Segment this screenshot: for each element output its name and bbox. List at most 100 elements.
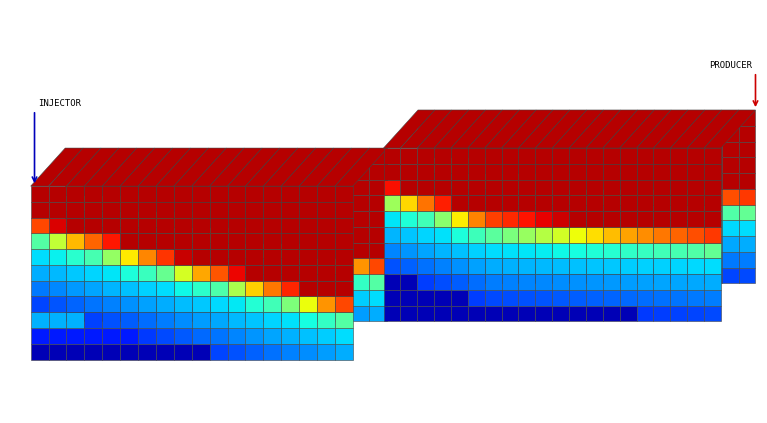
Polygon shape: [351, 227, 370, 243]
Polygon shape: [334, 195, 351, 211]
Polygon shape: [400, 195, 417, 211]
Polygon shape: [654, 268, 671, 283]
Polygon shape: [434, 306, 451, 321]
Polygon shape: [384, 180, 400, 195]
Polygon shape: [48, 202, 67, 218]
Polygon shape: [637, 243, 653, 258]
Polygon shape: [671, 142, 688, 157]
Polygon shape: [281, 218, 299, 233]
Polygon shape: [468, 243, 485, 258]
Polygon shape: [518, 110, 570, 148]
Polygon shape: [317, 312, 335, 328]
Polygon shape: [486, 157, 502, 173]
Polygon shape: [418, 236, 435, 252]
Polygon shape: [705, 268, 722, 283]
Polygon shape: [370, 274, 387, 290]
Polygon shape: [138, 202, 156, 218]
Polygon shape: [48, 249, 67, 265]
Polygon shape: [434, 211, 451, 227]
Polygon shape: [48, 281, 67, 297]
Polygon shape: [156, 312, 174, 328]
Polygon shape: [434, 290, 451, 306]
Polygon shape: [351, 306, 370, 321]
Polygon shape: [190, 195, 209, 211]
Polygon shape: [469, 189, 486, 205]
Polygon shape: [137, 306, 155, 321]
Polygon shape: [299, 344, 317, 360]
Polygon shape: [518, 211, 535, 227]
Polygon shape: [209, 274, 226, 290]
Polygon shape: [435, 189, 452, 205]
Polygon shape: [418, 205, 435, 220]
Polygon shape: [704, 258, 721, 274]
Polygon shape: [228, 265, 245, 281]
Polygon shape: [486, 205, 502, 220]
Polygon shape: [400, 180, 417, 195]
Polygon shape: [31, 312, 48, 328]
Polygon shape: [173, 274, 190, 290]
Polygon shape: [586, 148, 603, 164]
Polygon shape: [298, 227, 316, 243]
Polygon shape: [671, 110, 688, 126]
Polygon shape: [370, 258, 387, 274]
Polygon shape: [621, 220, 637, 236]
Polygon shape: [334, 258, 351, 274]
Polygon shape: [280, 211, 298, 227]
Polygon shape: [502, 110, 519, 126]
Polygon shape: [604, 157, 621, 173]
Polygon shape: [705, 252, 722, 268]
Polygon shape: [83, 195, 101, 211]
Polygon shape: [654, 126, 671, 142]
Polygon shape: [120, 148, 173, 186]
Polygon shape: [137, 195, 155, 211]
Polygon shape: [67, 233, 84, 249]
Polygon shape: [536, 189, 553, 205]
Polygon shape: [704, 290, 721, 306]
Polygon shape: [351, 211, 370, 227]
Polygon shape: [519, 220, 536, 236]
Polygon shape: [298, 306, 316, 321]
Polygon shape: [535, 274, 552, 290]
Polygon shape: [587, 205, 604, 220]
Polygon shape: [417, 274, 434, 290]
Polygon shape: [48, 186, 67, 202]
Polygon shape: [519, 110, 536, 126]
Polygon shape: [452, 268, 469, 283]
Polygon shape: [586, 180, 603, 195]
Polygon shape: [535, 306, 552, 321]
Polygon shape: [384, 227, 400, 243]
Polygon shape: [486, 142, 502, 157]
Polygon shape: [535, 227, 552, 243]
Polygon shape: [739, 252, 755, 268]
Polygon shape: [705, 110, 722, 126]
Polygon shape: [502, 126, 519, 142]
Polygon shape: [502, 157, 519, 173]
Polygon shape: [486, 173, 502, 189]
Polygon shape: [102, 218, 120, 233]
Polygon shape: [173, 180, 190, 195]
Polygon shape: [209, 306, 226, 321]
Polygon shape: [84, 281, 102, 297]
Polygon shape: [31, 344, 48, 360]
Polygon shape: [670, 274, 687, 290]
Polygon shape: [316, 180, 334, 195]
Polygon shape: [281, 312, 299, 328]
Polygon shape: [469, 157, 486, 173]
Polygon shape: [384, 258, 400, 274]
Polygon shape: [469, 205, 486, 220]
Polygon shape: [603, 180, 620, 195]
Polygon shape: [653, 306, 670, 321]
Polygon shape: [621, 252, 637, 268]
Polygon shape: [687, 211, 704, 227]
Polygon shape: [587, 220, 604, 236]
Polygon shape: [586, 211, 603, 227]
Polygon shape: [434, 180, 451, 195]
Polygon shape: [452, 173, 469, 189]
Polygon shape: [552, 110, 604, 148]
Polygon shape: [570, 189, 587, 205]
Polygon shape: [486, 220, 502, 236]
Polygon shape: [102, 328, 120, 344]
Polygon shape: [156, 328, 174, 344]
Polygon shape: [485, 258, 502, 274]
Polygon shape: [101, 195, 119, 211]
